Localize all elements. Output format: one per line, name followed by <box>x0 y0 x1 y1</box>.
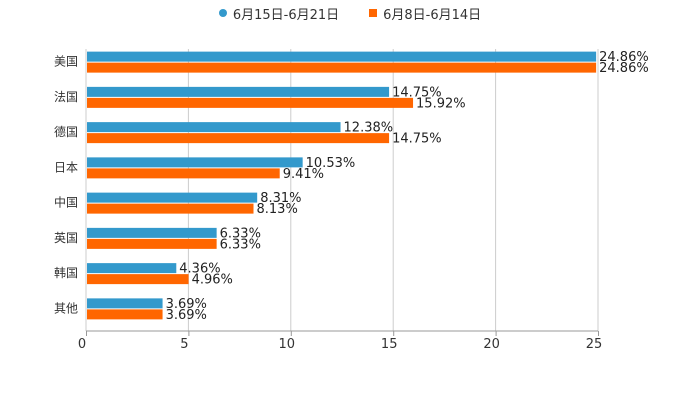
bar-value-label: 3.69% <box>166 297 207 312</box>
bar-value-label: 24.86% <box>599 61 649 76</box>
category-label: 英国 <box>54 231 78 245</box>
category-label: 美国 <box>54 55 78 69</box>
bar[interactable] <box>87 227 217 238</box>
bar[interactable] <box>87 86 390 97</box>
bar[interactable] <box>87 274 189 285</box>
bar-value-label: 8.31% <box>260 191 301 206</box>
square-marker-icon <box>369 9 378 17</box>
bar[interactable] <box>87 51 597 62</box>
bar-value-label: 8.13% <box>257 202 298 217</box>
x-tick-label: 5 <box>180 337 188 352</box>
bar-value-label: 10.53% <box>306 156 356 171</box>
x-tick-label: 10 <box>279 337 296 352</box>
bar-value-label: 14.75% <box>392 85 442 100</box>
x-tick-label: 0 <box>78 337 86 352</box>
x-tick-label: 25 <box>586 337 603 352</box>
bar-value-label: 9.41% <box>283 167 324 182</box>
category-label: 中国 <box>54 195 78 210</box>
bar[interactable] <box>87 133 390 144</box>
category-label: 法国 <box>54 90 78 104</box>
bar-value-label: 4.96% <box>192 273 233 288</box>
legend-item-series-1[interactable]: 6月15日-6月21日 <box>218 4 340 23</box>
bar[interactable] <box>87 238 217 249</box>
circle-marker-icon <box>218 9 227 17</box>
bar[interactable] <box>87 203 254 214</box>
bar-value-label: 15.92% <box>416 96 466 111</box>
category-label: 韩国 <box>54 265 78 280</box>
bar-value-label: 12.38% <box>344 121 394 136</box>
bar-value-label: 14.75% <box>392 132 442 147</box>
bar[interactable] <box>87 168 280 179</box>
x-tick-label: 20 <box>483 337 500 352</box>
bar[interactable] <box>87 62 597 73</box>
legend-item-series-2[interactable]: 6月8日-6月14日 <box>369 4 482 23</box>
bar[interactable] <box>87 97 414 108</box>
bars: 24.86%24.86%14.75%15.92%12.38%14.75%10.5… <box>87 50 649 323</box>
category-label: 日本 <box>54 160 78 174</box>
bar[interactable] <box>87 309 163 320</box>
bar[interactable] <box>87 298 163 309</box>
bar[interactable] <box>87 122 341 133</box>
category-label: 其他 <box>54 301 78 315</box>
chart-legend: 6月15日-6月21日 6月8日-6月14日 <box>0 4 700 23</box>
bar[interactable] <box>87 157 303 168</box>
bar-value-label: 4.36% <box>179 262 220 277</box>
bar[interactable] <box>87 192 258 203</box>
legend-label: 6月15日-6月21日 <box>232 7 340 23</box>
bar-value-label: 6.33% <box>220 237 261 252</box>
legend-label: 6月8日-6月14日 <box>383 7 482 23</box>
x-tick-label: 15 <box>381 337 398 352</box>
bar-value-label: 6.33% <box>220 226 261 241</box>
category-label: 德国 <box>54 124 78 139</box>
bar-value-label: 24.86% <box>599 50 649 65</box>
bar-value-label: 3.69% <box>166 308 207 323</box>
bar[interactable] <box>87 263 177 274</box>
